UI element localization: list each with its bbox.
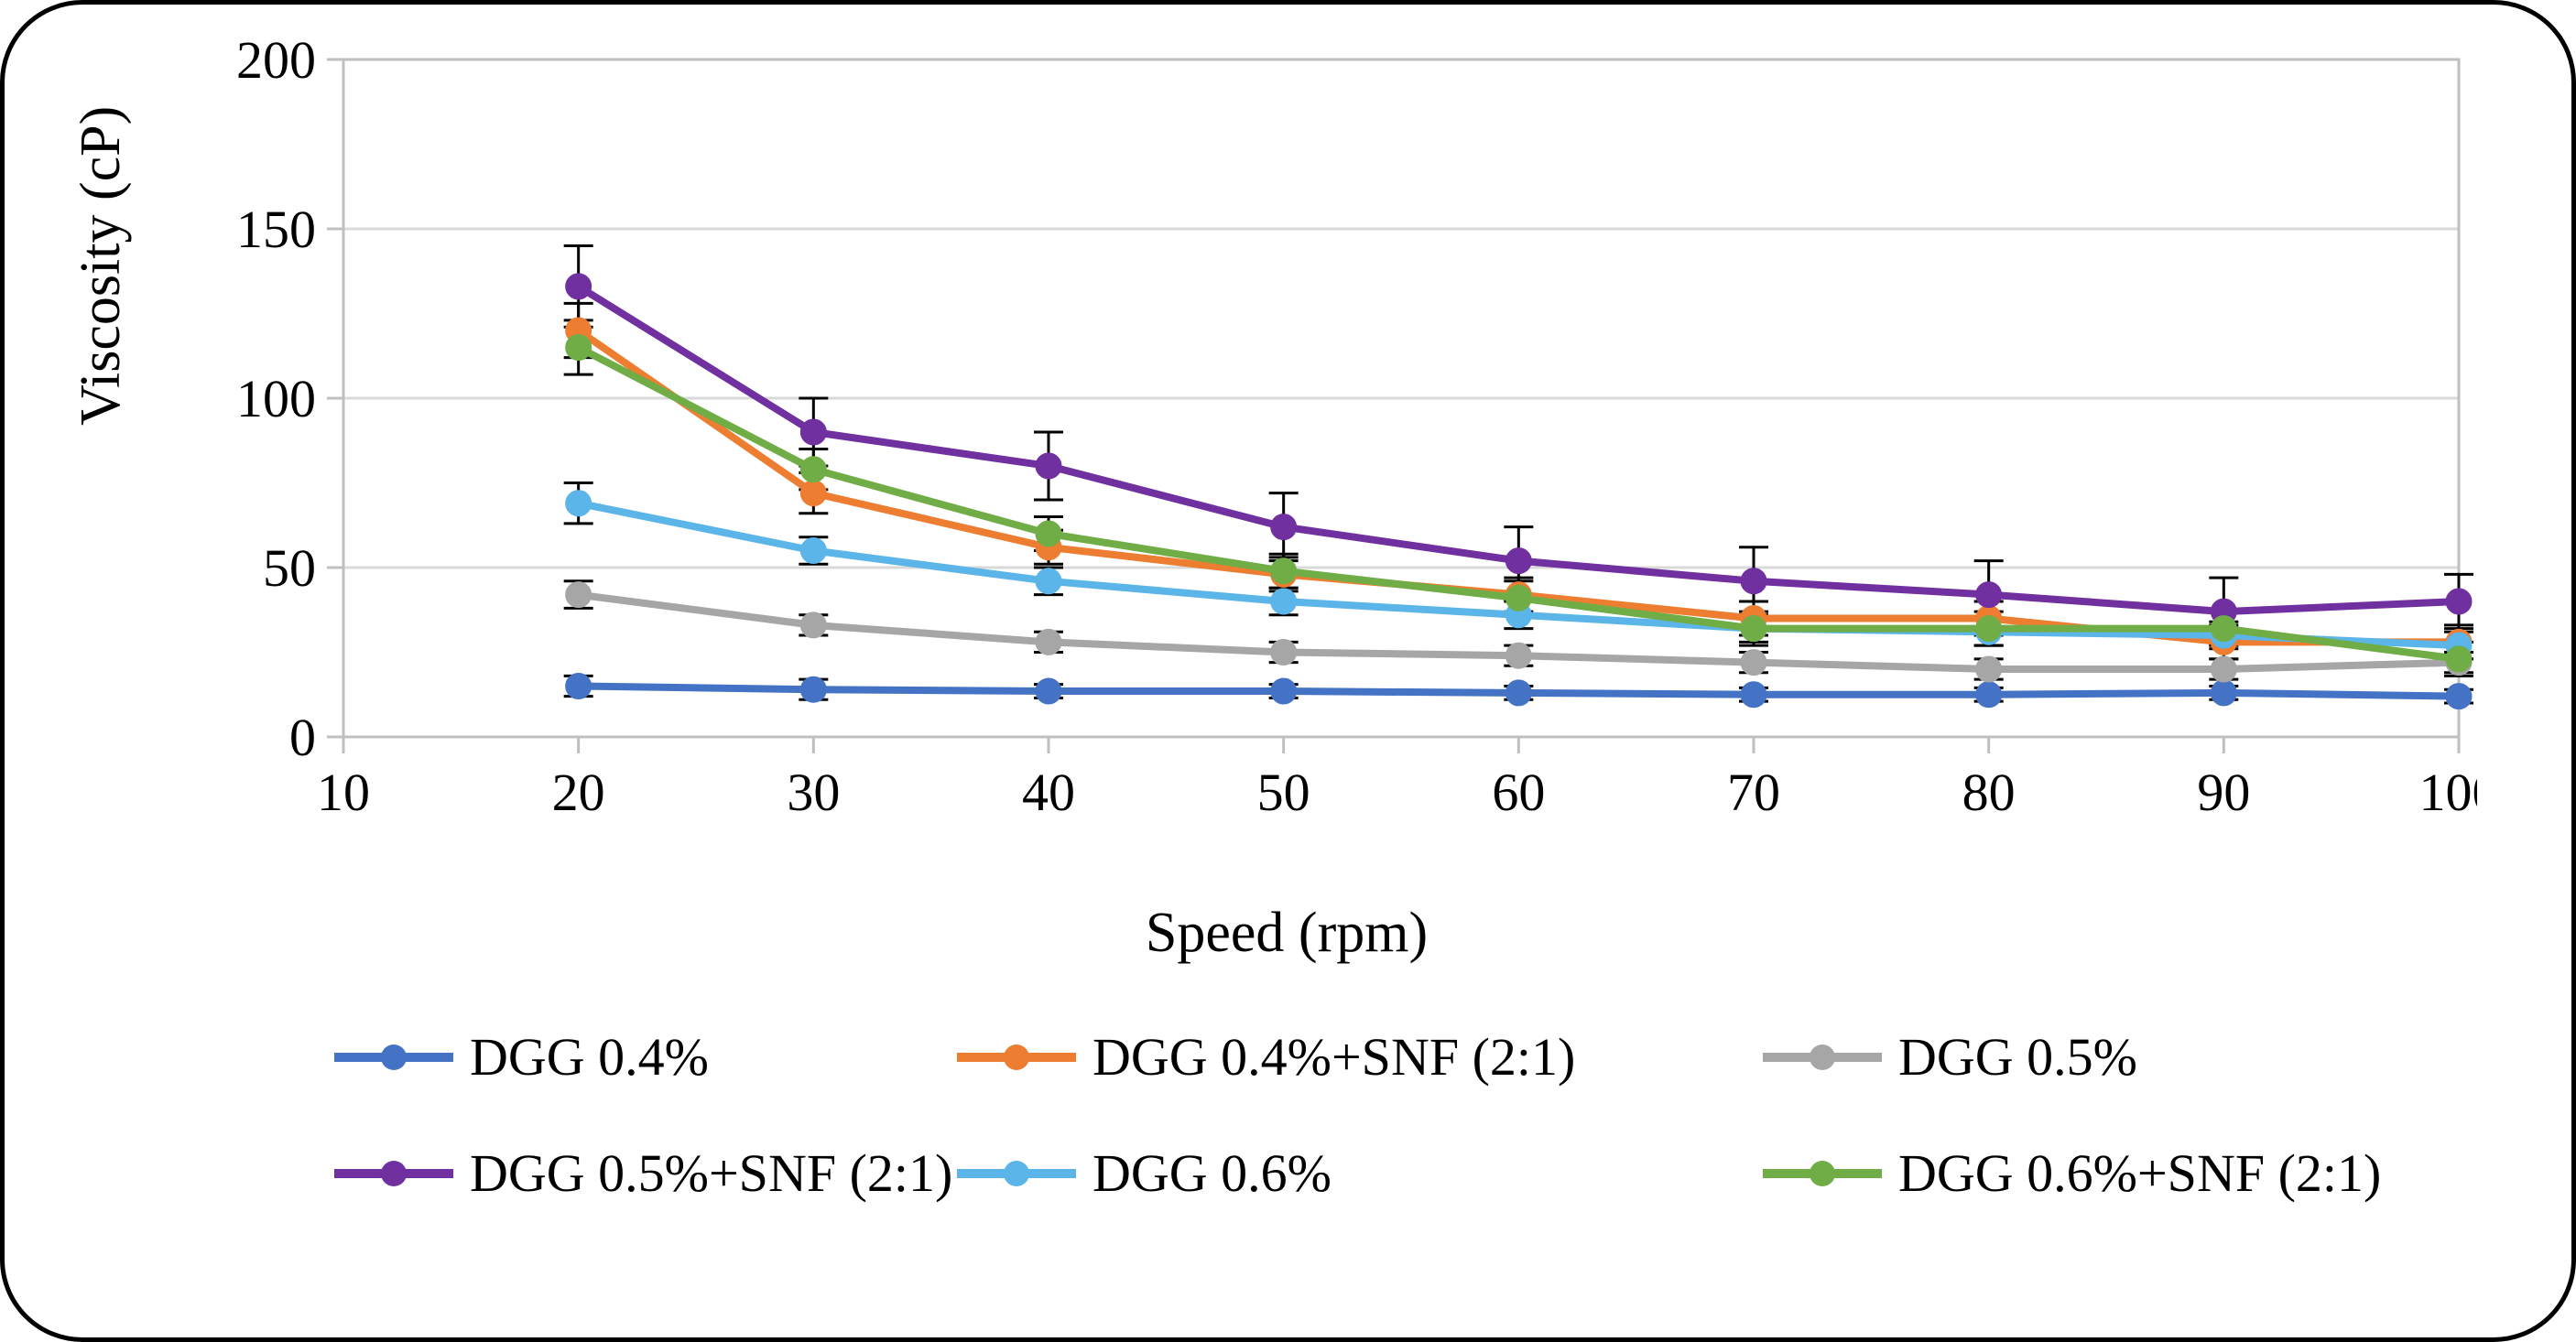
- x-tick-label: 20: [552, 763, 605, 822]
- series-marker: [800, 612, 826, 638]
- series-marker: [1976, 656, 2002, 682]
- legend-swatch: [334, 1169, 453, 1178]
- legend-label: DGG 0.6%+SNF (2:1): [1898, 1142, 2381, 1204]
- legend-swatch: [957, 1169, 1076, 1178]
- series-marker: [1271, 640, 1297, 666]
- legend-label: DGG 0.4%: [470, 1026, 709, 1088]
- series-marker: [800, 481, 826, 506]
- plot-svg: 10 20 30 40 50 60 70 80 90 100 0 50 100 150 200: [206, 41, 2477, 865]
- series-marker: [1036, 521, 1061, 547]
- series-marker: [2211, 656, 2236, 682]
- series-marker: [566, 274, 592, 299]
- x-tick-label: 40: [1022, 763, 1075, 822]
- legend-item: DGG 0.6%+SNF (2:1): [1763, 1142, 2331, 1204]
- series-marker: [1741, 568, 1766, 594]
- y-axis-label: Viscosity (cP): [69, 106, 134, 426]
- series-marker: [1505, 548, 1531, 574]
- x-tick-label: 70: [1727, 763, 1780, 822]
- x-tick-label: 80: [1962, 763, 2016, 822]
- legend-swatch: [334, 1053, 453, 1062]
- series-marker: [1036, 568, 1061, 594]
- series-marker: [1036, 453, 1061, 479]
- series-marker: [1976, 616, 2002, 642]
- y-tick-label: 0: [289, 708, 316, 767]
- series-marker: [566, 582, 592, 608]
- series-marker: [1505, 585, 1531, 611]
- legend-label: DGG 0.6%: [1092, 1142, 1331, 1204]
- series-marker: [1741, 682, 1766, 708]
- series-marker: [1271, 514, 1297, 540]
- series-marker: [1271, 558, 1297, 584]
- x-tick-label: 50: [1257, 763, 1310, 822]
- series-marker: [2446, 589, 2472, 614]
- series-marker: [1976, 582, 2002, 608]
- legend-row: DGG 0.5%+SNF (2:1) DGG 0.6% DGG 0.6%+SNF (…: [334, 1142, 2440, 1204]
- series-marker: [1505, 643, 1531, 668]
- series-marker: [1271, 589, 1297, 614]
- series-marker: [1036, 629, 1061, 655]
- series-marker: [800, 419, 826, 445]
- x-tick-label: 10: [317, 763, 370, 822]
- series-marker: [1976, 682, 2002, 708]
- x-tick-label: 100: [2419, 763, 2478, 822]
- legend-swatch: [957, 1053, 1076, 1062]
- legend-label: DGG 0.4%+SNF (2:1): [1092, 1026, 1575, 1088]
- y-tick-label: 50: [263, 538, 316, 598]
- series-marker: [566, 674, 592, 699]
- series-marker: [2446, 646, 2472, 672]
- series-marker: [1505, 680, 1531, 706]
- y-tick-label: 150: [236, 200, 316, 259]
- legend-label: DGG 0.5%+SNF (2:1): [470, 1142, 952, 1204]
- legend-swatch: [1763, 1053, 1882, 1062]
- series-marker: [566, 491, 592, 516]
- legend-item: DGG 0.4%+SNF (2:1): [957, 1026, 1708, 1088]
- legend-item: DGG 0.4%: [334, 1026, 902, 1088]
- legend-row: DGG 0.4% DGG 0.4%+SNF (2:1) DGG 0.5%: [334, 1026, 2440, 1088]
- x-tick-label: 30: [787, 763, 840, 822]
- legend-item: DGG 0.5%: [1763, 1026, 2331, 1088]
- series-marker: [1741, 616, 1766, 642]
- series-marker: [1741, 650, 1766, 676]
- y-tick-label: 200: [236, 41, 316, 90]
- series-marker: [800, 676, 826, 702]
- series-marker: [800, 457, 826, 482]
- chart-frame: Viscosity (cP) 10 20 30 40 50 60 70 80 90 100 0 50…: [0, 0, 2576, 1342]
- legend-swatch: [1763, 1169, 1882, 1178]
- y-tick-label: 100: [236, 369, 316, 428]
- series-marker: [2211, 680, 2236, 706]
- x-tick-label: 60: [1492, 763, 1545, 822]
- x-axis-label: Speed (rpm): [96, 901, 2477, 966]
- series-marker: [1271, 678, 1297, 704]
- series-marker: [566, 335, 592, 361]
- legend: DGG 0.4%DGG 0.4%+SNF (2:1)DGG 0.5%DGG 0.…: [334, 1026, 2440, 1259]
- series-marker: [1036, 678, 1061, 704]
- legend-item: DGG 0.6%: [957, 1142, 1708, 1204]
- series-marker: [2446, 684, 2472, 709]
- legend-item: DGG 0.5%+SNF (2:1): [334, 1142, 902, 1204]
- legend-label: DGG 0.5%: [1898, 1026, 2137, 1088]
- series-marker: [800, 538, 826, 564]
- x-tick-label: 90: [2197, 763, 2250, 822]
- chart-container: Viscosity (cP) 102030405060708090100 050…: [96, 41, 2477, 1304]
- series-marker: [2211, 616, 2236, 642]
